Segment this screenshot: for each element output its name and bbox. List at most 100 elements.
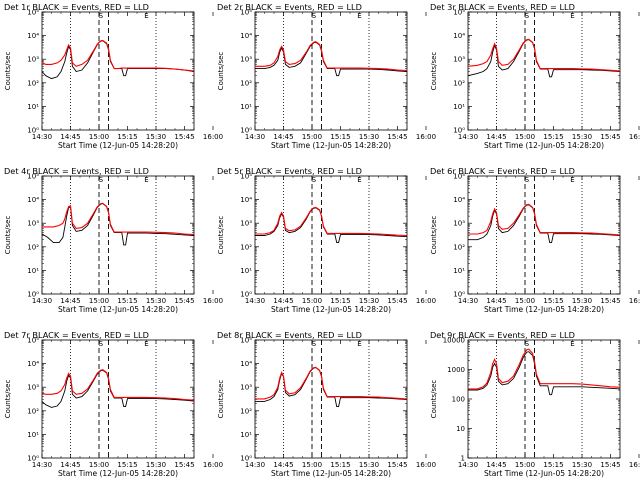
x-tick-label: 15:15 bbox=[330, 133, 350, 141]
marker-label-e: E bbox=[144, 176, 148, 184]
y-tick-label: 10² bbox=[27, 243, 39, 251]
y-axis-label: Counts/sec bbox=[430, 52, 438, 91]
y-tick-label: 100 bbox=[452, 396, 465, 404]
plot-frame bbox=[254, 11, 408, 131]
y-tick-label: 10³ bbox=[453, 56, 465, 64]
x-axis-label: Start Time (12-Jun-05 14:28:20) bbox=[58, 141, 178, 150]
x-tick-label: 15:30 bbox=[146, 133, 166, 141]
series-line-lld bbox=[42, 202, 195, 236]
marker-label-e: E bbox=[570, 176, 574, 184]
y-tick-label: 10⁵ bbox=[27, 173, 39, 181]
x-tick-label: 15:00 bbox=[89, 133, 109, 141]
series-line-events bbox=[255, 41, 408, 77]
x-tick-label: 16:00 bbox=[203, 297, 223, 305]
marker-label-s: S bbox=[312, 340, 317, 348]
y-tick-label: 10³ bbox=[27, 220, 39, 228]
panel-8: Det 8r BLACK = Events, RED = LLD 14:30 14:… bbox=[217, 330, 436, 478]
x-tick-label: 15:45 bbox=[174, 133, 194, 141]
x-tick-label: 15:30 bbox=[572, 133, 592, 141]
x-tick-label: 14:45 bbox=[273, 461, 293, 469]
x-tick-label: 15:30 bbox=[146, 461, 166, 469]
x-axis-label: Start Time (12-Jun-05 14:28:20) bbox=[271, 141, 391, 150]
y-tick-label: 10³ bbox=[27, 56, 39, 64]
x-tick-label: 15:00 bbox=[89, 297, 109, 305]
panel-6: Det 6r BLACK = Events, RED = LLD 14:30 14:… bbox=[430, 166, 640, 314]
y-tick-label: 10³ bbox=[27, 384, 39, 392]
x-tick-label: 16:00 bbox=[629, 461, 640, 469]
y-tick-label: 10⁰ bbox=[453, 291, 465, 299]
x-tick-label: 15:15 bbox=[543, 297, 563, 305]
marker-label-s: S bbox=[99, 12, 104, 20]
marker-label-s: S bbox=[525, 176, 530, 184]
x-tick-label: 15:45 bbox=[174, 297, 194, 305]
x-tick-label: 15:30 bbox=[572, 297, 592, 305]
y-tick-label: 10⁴ bbox=[453, 32, 465, 40]
y-tick-label: 10² bbox=[240, 407, 252, 415]
series-line-events bbox=[41, 203, 195, 246]
y-tick-label: 10² bbox=[453, 79, 465, 87]
x-tick-label: 15:00 bbox=[302, 297, 322, 305]
x-tick-label: 14:30 bbox=[458, 297, 478, 305]
y-axis-label: Counts/sec bbox=[4, 380, 12, 419]
y-tick-label: 10⁴ bbox=[240, 196, 252, 204]
panel-4: Det 4r BLACK = Events, RED = LLD 14:30 14:… bbox=[4, 166, 223, 314]
series-line-events bbox=[255, 207, 408, 244]
y-tick-label: 10⁰ bbox=[27, 455, 39, 463]
series-line-events bbox=[468, 204, 621, 244]
marker-label-e: E bbox=[144, 340, 148, 348]
series-line-lld bbox=[41, 369, 195, 401]
panel-9: Det 9r BLACK = Events, RED = LLD 14:30 14:… bbox=[430, 330, 640, 478]
y-tick-label: 10³ bbox=[240, 220, 252, 228]
y-tick-label: 10⁰ bbox=[453, 127, 465, 135]
y-tick-label: 10⁴ bbox=[27, 32, 39, 40]
x-tick-label: 15:30 bbox=[359, 297, 379, 305]
x-tick-label: 15:30 bbox=[572, 461, 592, 469]
panel-7: Det 7r BLACK = Events, RED = LLD 14:30 14:… bbox=[4, 330, 223, 478]
x-tick-label: 15:45 bbox=[387, 461, 407, 469]
marker-label-s: S bbox=[99, 340, 104, 348]
series-line-events bbox=[41, 40, 195, 80]
x-tick-label: 14:30 bbox=[245, 133, 265, 141]
y-tick-label: 10⁰ bbox=[240, 455, 252, 463]
x-tick-label: 16:00 bbox=[203, 133, 223, 141]
y-tick-label: 10² bbox=[27, 79, 39, 87]
panel-2: Det 2r BLACK = Events, RED = LLD 14:30 14:… bbox=[217, 2, 436, 150]
marker-label-e: E bbox=[357, 176, 361, 184]
y-tick-label: 10⁵ bbox=[240, 9, 252, 17]
y-axis-label: Counts/sec bbox=[217, 216, 225, 255]
plot-frame bbox=[467, 175, 621, 295]
series-line-lld bbox=[255, 41, 408, 72]
x-tick-label: 14:45 bbox=[273, 297, 293, 305]
y-tick-label: 10⁰ bbox=[240, 127, 252, 135]
series-line-lld bbox=[41, 39, 195, 72]
y-tick-label: 10³ bbox=[453, 220, 465, 228]
series-line-events bbox=[468, 351, 621, 396]
x-tick-label: 15:30 bbox=[146, 297, 166, 305]
x-tick-label: 15:00 bbox=[515, 133, 535, 141]
y-tick-label: 10⁴ bbox=[27, 196, 39, 204]
x-tick-label: 16:00 bbox=[629, 297, 640, 305]
x-tick-label: 15:15 bbox=[117, 297, 137, 305]
y-tick-label: 10¹ bbox=[27, 431, 39, 439]
x-axis-label: Start Time (12-Jun-05 14:28:20) bbox=[58, 305, 178, 314]
x-tick-label: 14:30 bbox=[458, 461, 478, 469]
y-tick-label: 10¹ bbox=[453, 103, 465, 111]
panel-title: Det 3r BLACK = Events, RED = LLD bbox=[430, 2, 575, 12]
marker-label-e: E bbox=[570, 12, 574, 20]
y-tick-label: 10⁵ bbox=[27, 337, 39, 345]
y-tick-label: 10⁵ bbox=[240, 173, 252, 181]
y-tick-label: 10¹ bbox=[240, 103, 252, 111]
y-axis-label: Counts/sec bbox=[430, 216, 438, 255]
panel-3: Det 3r BLACK = Events, RED = LLD 14:30 14:… bbox=[430, 2, 640, 150]
x-tick-label: 14:45 bbox=[486, 461, 506, 469]
y-tick-label: 1 bbox=[461, 455, 465, 463]
panel-title: Det 6r BLACK = Events, RED = LLD bbox=[430, 166, 575, 176]
y-tick-label: 10² bbox=[27, 407, 39, 415]
y-tick-label: 10⁵ bbox=[453, 173, 465, 181]
x-tick-label: 15:00 bbox=[515, 297, 535, 305]
y-axis-label: Counts/sec bbox=[430, 380, 438, 419]
x-tick-label: 14:45 bbox=[486, 133, 506, 141]
x-tick-label: 14:45 bbox=[60, 297, 80, 305]
x-tick-label: 14:30 bbox=[32, 297, 52, 305]
